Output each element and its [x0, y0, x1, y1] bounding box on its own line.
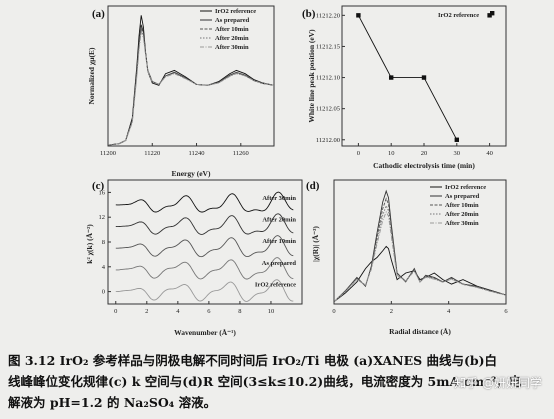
panel-b-reference-point: [487, 13, 492, 18]
panel-a-label: (a): [92, 8, 105, 20]
panel-a-series-line: [107, 15, 275, 146]
panel-b-xtick-label: 40: [486, 150, 493, 157]
panel-d-rspace: (d) Radial distance (Å) |χ(R)| (Å⁻³) 0 2 4…: [306, 179, 508, 336]
panel-d-series-line: [333, 197, 507, 303]
panel-c-series-line: [115, 257, 294, 280]
watermark: 知乎 @妍妍同学: [454, 376, 542, 390]
panel-b-whiteline: (b) Cathodic electrolysis time (min) Whi…: [302, 5, 507, 170]
panel-a-series-line: [107, 29, 275, 146]
panel-b-ytick-label: 11212.20: [316, 12, 340, 19]
panel-c-annotation: After 30min: [262, 195, 296, 202]
panel-c-ylabel: k² χ(k) (Å⁻²): [85, 224, 94, 264]
panel-d-xtick-label: 4: [447, 308, 451, 315]
panel-d-ylabel: |χ(R)| (Å⁻³): [311, 226, 320, 262]
panel-c-xtick-label: 10: [268, 308, 275, 315]
caption-line-2: 线峰峰位变化规律(c) k 空间与(d)R 空间(3≤k≤10.2)曲线，电流密…: [8, 374, 522, 389]
panel-a-frame: [107, 5, 275, 147]
panel-d-series-line: [333, 245, 507, 303]
panel-b-data-point: [356, 13, 361, 18]
panel-d-xtick-label: 6: [504, 308, 508, 315]
panel-a-xtick-label: 11200: [100, 150, 116, 157]
panel-c-xlabel: Wavenumber (Å⁻¹): [174, 328, 236, 337]
panel-c-label: (c): [92, 180, 105, 192]
panel-d-series-line: [333, 210, 507, 303]
panel-c-ytick-label: 4: [102, 264, 106, 271]
panel-a-ylabel: Normalized χμ(E): [87, 47, 96, 105]
panel-d-legend-entry: After 20min: [445, 211, 479, 218]
panel-d-xtick-label: 0: [332, 308, 335, 315]
panel-a-legend-entry: After 30min: [215, 44, 249, 51]
panel-d-label: (d): [306, 180, 320, 192]
panel-d-xlabel: Radial distance (Å): [389, 327, 451, 336]
panel-b-legend-marker: [490, 11, 495, 16]
panel-a-series-line: [107, 31, 275, 146]
panel-b-data-point: [421, 75, 427, 80]
panel-d-legend-entry: After 30min: [445, 220, 479, 227]
panel-a-legend-entry: IrO2 reference: [215, 8, 256, 15]
panel-d-series-line: [333, 189, 507, 303]
panel-b-ylabel: White line peak position (eV): [307, 29, 316, 123]
panel-a-legend-entry: As prepared: [215, 17, 250, 24]
panel-c-series-line: [115, 213, 294, 235]
panel-a-series-line: [107, 24, 275, 146]
panel-c-series-line: [115, 191, 294, 213]
panel-b-xtick-label: 10: [388, 150, 395, 157]
panel-c-ytick-label: 16: [99, 189, 106, 196]
panel-b-ytick-label: 11212.00: [316, 137, 340, 144]
panel-c-xtick-label: 8: [238, 308, 241, 315]
panel-c-series-line: [115, 279, 294, 302]
panel-a-xtick-label: 11220: [144, 150, 160, 157]
panel-d-legend-entry: As prepared: [445, 193, 480, 200]
panel-c-annotation: IrO2 reference: [255, 282, 296, 289]
panel-b-data-point: [454, 137, 459, 142]
panel-a-xtick-label: 11260: [233, 150, 249, 157]
panel-b-xtick-label: 0: [357, 150, 360, 157]
panel-c-series-line: [115, 235, 294, 258]
panel-a-legend-entry: After 10min: [215, 26, 249, 33]
panel-a-legend-entry: After 20min: [215, 35, 249, 42]
panel-b-label: (b): [302, 8, 316, 20]
panel-a-xanes: (a) Energy (eV) Normalized χμ(E) 11200 11…: [87, 5, 275, 178]
figure-caption: 图 3.12 IrO₂ 参考样品与阴极电解不同时间后 IrO₂/Ti 电极 (a…: [8, 350, 548, 413]
panel-c-xtick-label: 4: [176, 308, 180, 315]
panel-c-annotation: After 10min: [262, 238, 296, 245]
panel-c-ytick-label: 12: [99, 214, 106, 221]
panel-b-xtick-label: 20: [421, 150, 428, 157]
panel-c-annotation: As prepared: [262, 260, 297, 267]
panel-d-legend-entry: IrO2 reference: [445, 184, 486, 191]
panel-a-xtick-label: 11240: [189, 150, 205, 157]
panel-c-ytick-label: 8: [102, 239, 105, 246]
panel-a-xlabel: Energy (eV): [172, 169, 211, 178]
panel-b-data-point: [389, 75, 394, 80]
panel-c-annotation: After 20min: [262, 217, 296, 224]
caption-line-1: 图 3.12 IrO₂ 参考样品与阴极电解不同时间后 IrO₂/Ti 电极 (a…: [8, 353, 498, 368]
panel-a-series-line: [107, 26, 275, 146]
panel-b-legend-entry: IrO2 reference: [438, 12, 479, 19]
panel-c-ytick-label: 0: [102, 289, 105, 296]
panel-b-ytick-label: 11212.05: [316, 106, 340, 113]
panel-d-legend-entry: After 10min: [445, 202, 479, 209]
panel-c-kspace: (c) Wavenumber (Å⁻¹) k² χ(k) (Å⁻²) 0 2 4 6 8…: [85, 179, 303, 337]
panel-d-xtick-label: 2: [390, 308, 393, 315]
figure-canvas: (a) Energy (eV) Normalized χμ(E) 11200 11…: [85, 5, 508, 337]
panel-c-xtick-label: 2: [145, 308, 148, 315]
panel-b-ytick-label: 11212.10: [316, 75, 340, 82]
panel-b-xlabel: Cathodic electrolysis time (min): [373, 161, 475, 170]
panel-c-xtick-label: 6: [207, 308, 211, 315]
panel-d-frame: [333, 179, 507, 305]
panel-b-series-line: [358, 15, 458, 141]
caption-line-3: 解液为 pH=1.2 的 Na₂SO₄ 溶液。: [8, 395, 217, 410]
panel-b-xtick-label: 30: [454, 150, 461, 157]
panel-c-xtick-label: 0: [114, 308, 117, 315]
panel-b-ytick-label: 11212.15: [316, 43, 340, 50]
